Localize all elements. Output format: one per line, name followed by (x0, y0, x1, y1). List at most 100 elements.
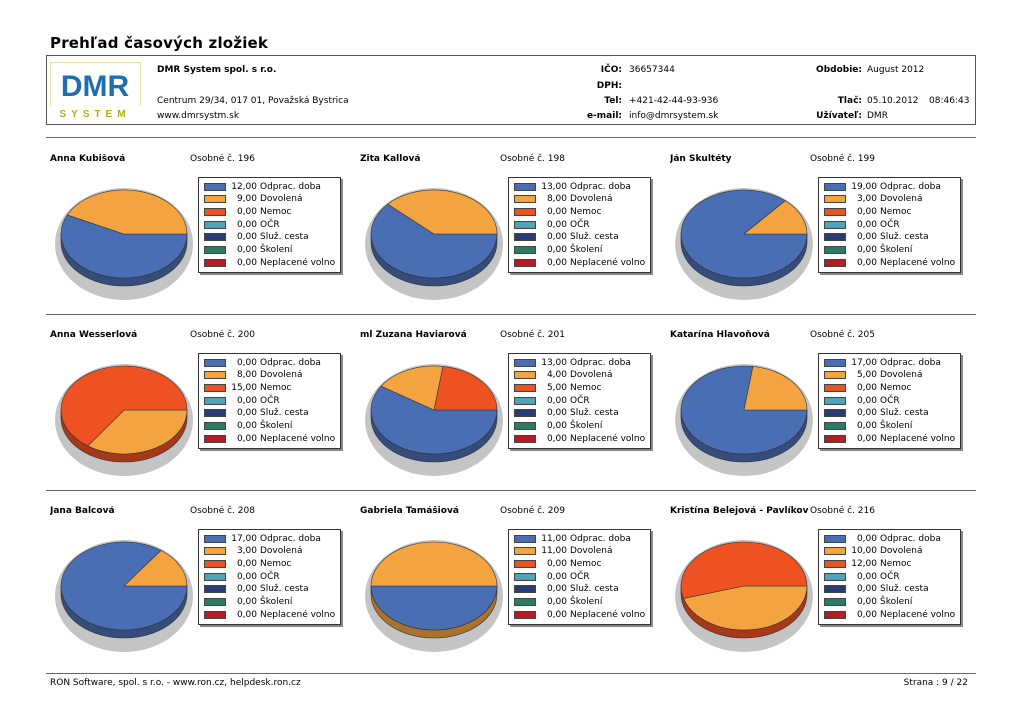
legend-label: Služ. cesta (260, 232, 309, 243)
legend-value: 0,00 (546, 206, 567, 217)
legend-label: Neplacené volno (260, 609, 336, 620)
employee-name: Zita Kallová (360, 154, 421, 164)
legend-swatch (204, 534, 226, 543)
legend-label: Služ. cesta (260, 408, 309, 419)
legend-label: Neplacené volno (260, 433, 336, 444)
legend-value: 0,00 (856, 433, 877, 444)
legend-row: 0,00 Služ. cesta (514, 408, 619, 419)
legend-label: Neplacené volno (880, 433, 956, 444)
legend-label: Nemoc (260, 382, 292, 393)
legend-row: 0,00 Školení (204, 421, 292, 432)
legend-swatch (514, 572, 536, 581)
pie-chart (365, 188, 503, 300)
legend-label: Odprac. doba (880, 181, 941, 192)
legend-swatch (204, 371, 226, 380)
legend-label: Odprac. doba (260, 181, 321, 192)
legend-value: 0,00 (856, 408, 877, 419)
legend-swatch (204, 233, 226, 242)
legend-label: Školení (880, 245, 913, 255)
legend-row: 11,00 Odprac. doba (514, 533, 631, 544)
employee-name: ml Zuzana Haviarová (360, 330, 467, 340)
legend-swatch (824, 598, 846, 606)
pie-slice-nemoc (433, 366, 498, 411)
legend-row: 0,00 OČR (824, 395, 900, 406)
legend-value: 12,00 (851, 558, 877, 569)
legend-value: 0,00 (236, 421, 257, 431)
legend-swatch (204, 598, 226, 606)
legend-swatch (824, 534, 846, 543)
legend-label: Odprac. doba (570, 533, 631, 544)
legend-row: 0,00 Neplacené volno (824, 433, 955, 444)
pie-chart (365, 364, 503, 476)
legend-swatch (514, 422, 536, 430)
legend-row: 0,00 Školení (824, 597, 912, 608)
legend-swatch (204, 409, 226, 418)
employee-name: Jana Balcová (50, 506, 115, 516)
legend-row: 0,00 Služ. cesta (514, 584, 619, 595)
ico-label: IČO: (600, 65, 622, 75)
legend-value: 3,00 (236, 546, 257, 557)
legend-label: OČR (880, 571, 900, 582)
legend-value: 0,00 (236, 395, 257, 406)
legend-row: 5,00 Nemoc (514, 382, 602, 393)
footer-company: RON Software, spol. s r.o. - www.ron.cz,… (50, 678, 301, 688)
legend-label: OČR (570, 395, 590, 406)
employee-number: Osobné č. 200 (190, 330, 255, 340)
legend-swatch (824, 258, 846, 267)
pie-slice-dovolena (743, 200, 808, 235)
legend-label: Nemoc (260, 558, 292, 569)
legend-row: 0,00 OČR (204, 395, 280, 406)
legend-swatch (824, 246, 846, 254)
pie-slice-odprac (60, 214, 188, 279)
legend-label: Školení (570, 421, 603, 431)
legend-label: Služ. cesta (880, 232, 929, 243)
separator-line (46, 137, 976, 138)
legend-label: OČR (260, 571, 280, 582)
logo-text-top: DMR (61, 70, 130, 103)
legend-row: 0,00 Školení (514, 421, 602, 432)
legend-row: 5,00 Dovolená (824, 370, 923, 381)
legend-row: 0,00 Nemoc (824, 206, 912, 217)
legend-swatch (824, 220, 846, 229)
legend-row: 0,00 Školení (204, 245, 292, 256)
legend-label: Dovolená (880, 194, 923, 205)
legend-row: 0,00 Nemoc (204, 206, 292, 217)
legend-swatch (824, 610, 846, 619)
legend-swatch (824, 434, 846, 443)
legend-swatch (824, 195, 846, 204)
legend-value: 10,00 (851, 546, 877, 557)
legend: 0,00 Odprac. doba 10,00 Dovolená 12,00 Nemoc 0… (818, 529, 961, 625)
legend-label: Neplacené volno (570, 257, 646, 268)
legend: 13,00 Odprac. doba 8,00 Dovolená 0,00 Nemoc 0,… (508, 177, 651, 273)
legend-value: 0,00 (236, 609, 257, 620)
legend-row: 0,00 Školení (514, 597, 602, 608)
legend-swatch (514, 383, 536, 392)
user-value: DMR (867, 111, 888, 121)
legend-row: 3,00 Dovolená (204, 546, 303, 557)
legend-value: 0,00 (856, 382, 877, 393)
pie-slice-dovolena (683, 585, 808, 631)
legend-row: 0,00 OČR (824, 219, 900, 230)
legend-row: 0,00 OČR (514, 395, 590, 406)
legend-swatch (824, 182, 846, 191)
legend-label: Dovolená (260, 194, 303, 205)
legend-value: 0,00 (856, 421, 877, 431)
company-web: www.dmrsystm.sk (157, 111, 240, 121)
pie-slice-dovolena (123, 550, 188, 587)
legend-swatch (824, 559, 846, 568)
email-label: e-mail: (586, 111, 622, 121)
legend-label: Dovolená (570, 370, 613, 381)
employee-name: Anna Kubišová (50, 154, 126, 164)
employee-number: Osobné č. 216 (810, 506, 875, 516)
legend-value: 0,00 (546, 558, 567, 569)
legend: 19,00 Odprac. doba 3,00 Dovolená 0,00 Nemoc 0,… (818, 177, 961, 273)
legend-swatch (514, 246, 536, 254)
email-value: info@dmrsystem.sk (629, 111, 719, 121)
legend-label: Odprac. doba (880, 533, 941, 544)
legend-swatch (824, 358, 846, 367)
legend-value: 0,00 (546, 609, 567, 620)
legend-row: 0,00 Služ. cesta (204, 232, 309, 243)
company-logo: DMR SYSTEM (50, 62, 141, 120)
legend-swatch (514, 547, 536, 556)
legend-row: 0,00 Služ. cesta (824, 584, 929, 595)
